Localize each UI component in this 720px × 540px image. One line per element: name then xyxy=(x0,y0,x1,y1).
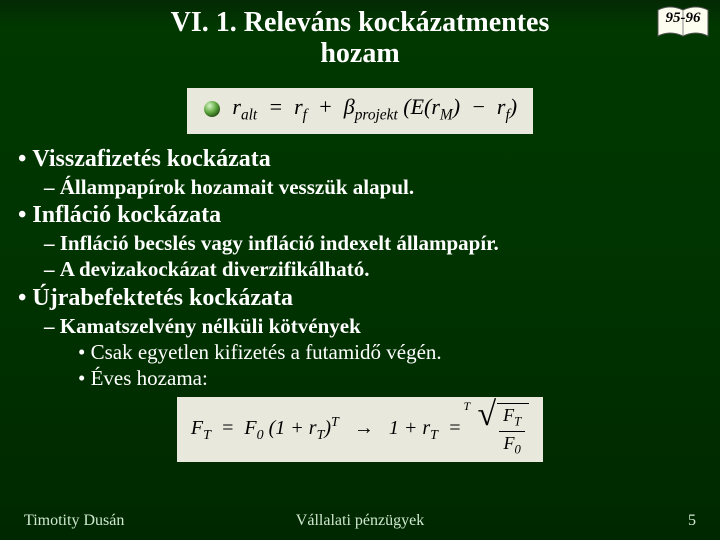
f2-T4: T xyxy=(430,428,438,443)
f2-one2: 1 xyxy=(389,417,399,439)
title-line1: VI. 1. Releváns kockázatmentes xyxy=(171,7,550,38)
f1-rf2-sub: f xyxy=(505,106,509,123)
f2-zero1: 0 xyxy=(257,428,264,443)
f1-rf-sub: f xyxy=(303,106,307,123)
f1-lhs-sub: alt xyxy=(241,106,257,123)
f2-F0: F xyxy=(244,417,256,439)
f1-erm-r: r xyxy=(431,94,440,119)
slide-title: VI. 1. Releváns kockázatmentes hozam xyxy=(0,0,720,70)
f2-T2: T xyxy=(317,428,325,443)
bullet-1: • Visszafizetés kockázata xyxy=(18,144,702,174)
content-body: • Visszafizetés kockázata – Állampapírok… xyxy=(0,144,720,462)
f1-erm-sub: M xyxy=(440,106,453,123)
f1-rf-var: r xyxy=(294,94,303,119)
f2-FT-n: F xyxy=(503,405,514,425)
f2-one1: 1 xyxy=(275,417,285,439)
bullet-3-1a: • Csak egyetlen kifizetés a futamidő vég… xyxy=(18,339,702,365)
bullet-1-1: – Állampapírok hozamait vesszük alapul. xyxy=(18,174,702,200)
root-degree: T xyxy=(463,399,470,414)
f1-erm-E: E xyxy=(411,94,424,119)
bullet-3-1-text: Kamatszelvény nélküli kötvények xyxy=(60,314,361,338)
nth-root: T √ FT F0 xyxy=(471,403,529,455)
fraction-num: FT xyxy=(499,406,525,431)
f2-r2: r xyxy=(422,417,430,439)
arrow-icon: → xyxy=(344,417,384,439)
formula-2-container: FT = F0 (1 + rT)T → 1 + rT = T √ FT F0 xyxy=(18,397,702,461)
f2-T3: T xyxy=(331,416,339,431)
formula-1-container: ralt = rf + βprojekt (E(rM) − rf) xyxy=(0,88,720,134)
title-line2: hozam xyxy=(320,38,399,69)
bullet-2-2: – A devizakockázat diverzifikálható. xyxy=(18,256,702,282)
bullet-2-text: Infláció kockázata xyxy=(32,202,221,228)
f2-zero-d: 0 xyxy=(514,442,520,456)
f2-F0-d: F xyxy=(503,433,514,453)
bullet-2-1: – Infláció becslés vagy infláció indexel… xyxy=(18,230,702,256)
page-reference-text: 95-96 xyxy=(656,10,710,27)
footer-page-number: 5 xyxy=(688,512,696,530)
root-body: FT F0 xyxy=(497,403,529,455)
formula-2: FT = F0 (1 + rT)T → 1 + rT = T √ FT F0 xyxy=(177,397,543,461)
footer-subject: Vállalati pénzügyek xyxy=(0,512,720,530)
bullet-orb-icon xyxy=(203,100,221,118)
bullet-2-1-text: Infláció becslés vagy infláció indexelt … xyxy=(60,231,499,255)
bullet-3-text: Újrabefektetés kockázata xyxy=(32,285,293,311)
bullet-1-text: Visszafizetés kockázata xyxy=(32,146,270,172)
bullet-2-2-text: A devizakockázat diverzifikálható. xyxy=(60,257,370,281)
fraction: FT F0 xyxy=(499,406,525,455)
formula-1: ralt = rf + βprojekt (E(rM) − rf) xyxy=(187,88,533,134)
fraction-den: F0 xyxy=(499,432,525,456)
f2-T1: T xyxy=(203,428,211,443)
bullet-3-1: – Kamatszelvény nélküli kötvények xyxy=(18,313,702,339)
bullet-3-1b: • Éves hozama: xyxy=(18,365,702,391)
page-reference-badge: 95-96 xyxy=(656,6,710,40)
bullet-3: • Újrabefektetés kockázata xyxy=(18,283,702,313)
f2-r1: r xyxy=(309,417,317,439)
f1-beta-sub: projekt xyxy=(355,106,398,123)
bullet-3-1b-text: Éves hozama: xyxy=(91,366,208,390)
bullet-1-1-text: Állampapírok hozamait vesszük alapul. xyxy=(60,175,414,199)
f2-Tn: T xyxy=(514,415,521,429)
f1-lhs-var: r xyxy=(232,94,241,119)
bullet-2: • Infláció kockázata xyxy=(18,200,702,230)
bullet-3-1a-text: Csak egyetlen kifizetés a futamidő végén… xyxy=(91,340,442,364)
f2-F1: F xyxy=(191,417,203,439)
